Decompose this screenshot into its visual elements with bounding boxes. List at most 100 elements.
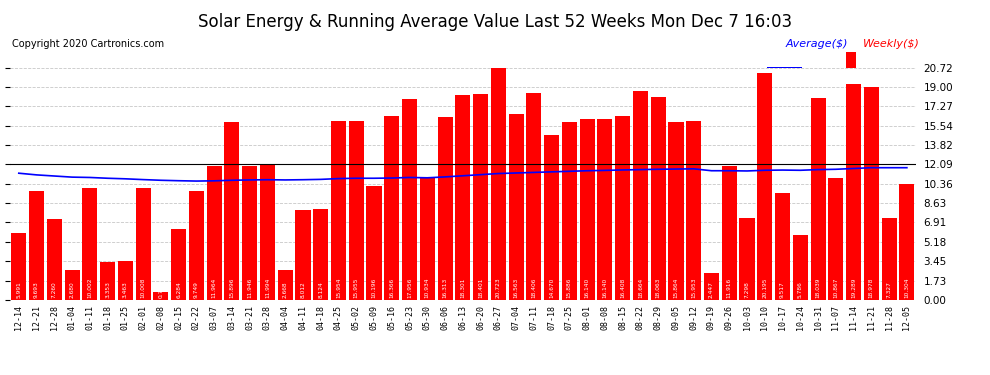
Text: 16.313: 16.313 xyxy=(443,278,447,298)
Bar xyxy=(864,87,879,300)
Bar xyxy=(348,121,363,300)
Bar xyxy=(704,273,719,300)
Bar xyxy=(47,219,61,300)
Bar xyxy=(562,122,577,300)
Text: 15.955: 15.955 xyxy=(353,277,358,298)
Bar xyxy=(82,188,97,300)
Text: Average($): Average($) xyxy=(785,39,848,50)
Bar xyxy=(331,121,346,300)
Text: 5.991: 5.991 xyxy=(16,281,21,298)
Text: 18.401: 18.401 xyxy=(478,278,483,298)
Bar xyxy=(100,262,115,300)
Text: 10.934: 10.934 xyxy=(425,277,430,298)
Bar xyxy=(722,166,737,300)
Bar xyxy=(757,74,772,300)
Text: 18.063: 18.063 xyxy=(655,278,660,298)
Text: 15.953: 15.953 xyxy=(691,277,696,298)
Bar xyxy=(29,191,45,300)
Text: 14.670: 14.670 xyxy=(549,278,554,298)
Bar xyxy=(686,121,701,300)
Bar xyxy=(668,122,683,300)
Bar xyxy=(277,270,293,300)
Bar xyxy=(189,190,204,300)
Bar xyxy=(366,186,381,300)
Text: 15.896: 15.896 xyxy=(230,278,235,298)
Bar xyxy=(171,230,186,300)
Bar xyxy=(207,166,222,300)
Text: 8.124: 8.124 xyxy=(318,281,323,298)
Bar xyxy=(811,98,826,300)
Text: 15.886: 15.886 xyxy=(567,278,572,298)
Bar xyxy=(420,177,435,300)
Bar xyxy=(295,210,311,300)
Text: 11.994: 11.994 xyxy=(265,278,270,298)
Bar xyxy=(473,93,488,300)
Text: 16.366: 16.366 xyxy=(389,278,394,298)
Text: 6.284: 6.284 xyxy=(176,281,181,298)
Text: 20.195: 20.195 xyxy=(762,277,767,298)
Text: 11.964: 11.964 xyxy=(212,278,217,298)
Bar xyxy=(829,178,843,300)
Bar xyxy=(455,94,470,300)
Text: 2.447: 2.447 xyxy=(709,281,714,298)
Text: Weekly($): Weekly($) xyxy=(862,39,920,50)
Bar xyxy=(597,119,613,300)
Text: 16.140: 16.140 xyxy=(585,278,590,298)
Bar xyxy=(64,270,79,300)
Text: 7.260: 7.260 xyxy=(51,281,56,298)
Bar xyxy=(260,165,275,300)
Text: Copyright 2020 Cartronics.com: Copyright 2020 Cartronics.com xyxy=(12,39,164,50)
Bar xyxy=(579,119,595,300)
Text: 3.353: 3.353 xyxy=(105,281,110,298)
Bar xyxy=(153,292,168,300)
Text: 9.693: 9.693 xyxy=(34,281,39,298)
Bar xyxy=(793,235,808,300)
Bar xyxy=(899,184,915,300)
Text: 20.723: 20.723 xyxy=(496,277,501,298)
Bar xyxy=(740,218,754,300)
Bar xyxy=(846,84,861,300)
Bar xyxy=(881,218,897,300)
Text: 9.749: 9.749 xyxy=(194,281,199,298)
Bar xyxy=(544,135,559,300)
Bar xyxy=(509,114,524,300)
Bar xyxy=(633,91,648,300)
Text: Solar Energy & Running Average Value Last 52 Weeks Mon Dec 7 16:03: Solar Energy & Running Average Value Las… xyxy=(198,13,792,31)
Text: 10.196: 10.196 xyxy=(371,278,376,298)
Text: 9.517: 9.517 xyxy=(780,281,785,298)
Bar xyxy=(402,99,417,300)
Text: 5.786: 5.786 xyxy=(798,281,803,298)
Text: 8.012: 8.012 xyxy=(301,281,306,298)
Text: 18.039: 18.039 xyxy=(816,277,821,298)
Text: 11.916: 11.916 xyxy=(727,278,732,298)
Text: 18.978: 18.978 xyxy=(869,277,874,298)
Bar xyxy=(225,122,240,300)
Text: 2.668: 2.668 xyxy=(283,281,288,298)
Bar xyxy=(136,188,150,300)
Bar xyxy=(243,166,257,300)
Bar xyxy=(615,116,631,300)
Text: 16.408: 16.408 xyxy=(620,278,625,298)
Text: 18.301: 18.301 xyxy=(460,278,465,298)
Bar xyxy=(438,117,452,300)
Bar xyxy=(118,261,133,300)
Text: 10.008: 10.008 xyxy=(141,277,146,298)
Bar xyxy=(527,93,542,300)
Bar xyxy=(313,209,329,300)
Text: 10.304: 10.304 xyxy=(905,277,910,298)
Bar xyxy=(384,116,399,300)
Text: 17.956: 17.956 xyxy=(407,278,412,298)
Text: 15.954: 15.954 xyxy=(336,277,341,298)
Text: 0.709: 0.709 xyxy=(158,281,163,298)
Text: 10.867: 10.867 xyxy=(834,278,839,298)
Text: 11.946: 11.946 xyxy=(248,278,252,298)
Text: 7.298: 7.298 xyxy=(744,281,749,298)
Text: 3.463: 3.463 xyxy=(123,281,128,298)
Bar xyxy=(775,193,790,300)
Text: 15.864: 15.864 xyxy=(673,278,678,298)
Text: 19.289: 19.289 xyxy=(851,277,856,298)
Text: 10.002: 10.002 xyxy=(87,277,92,298)
Bar xyxy=(491,68,506,300)
Text: 18.664: 18.664 xyxy=(638,278,643,298)
Text: 7.327: 7.327 xyxy=(887,281,892,298)
